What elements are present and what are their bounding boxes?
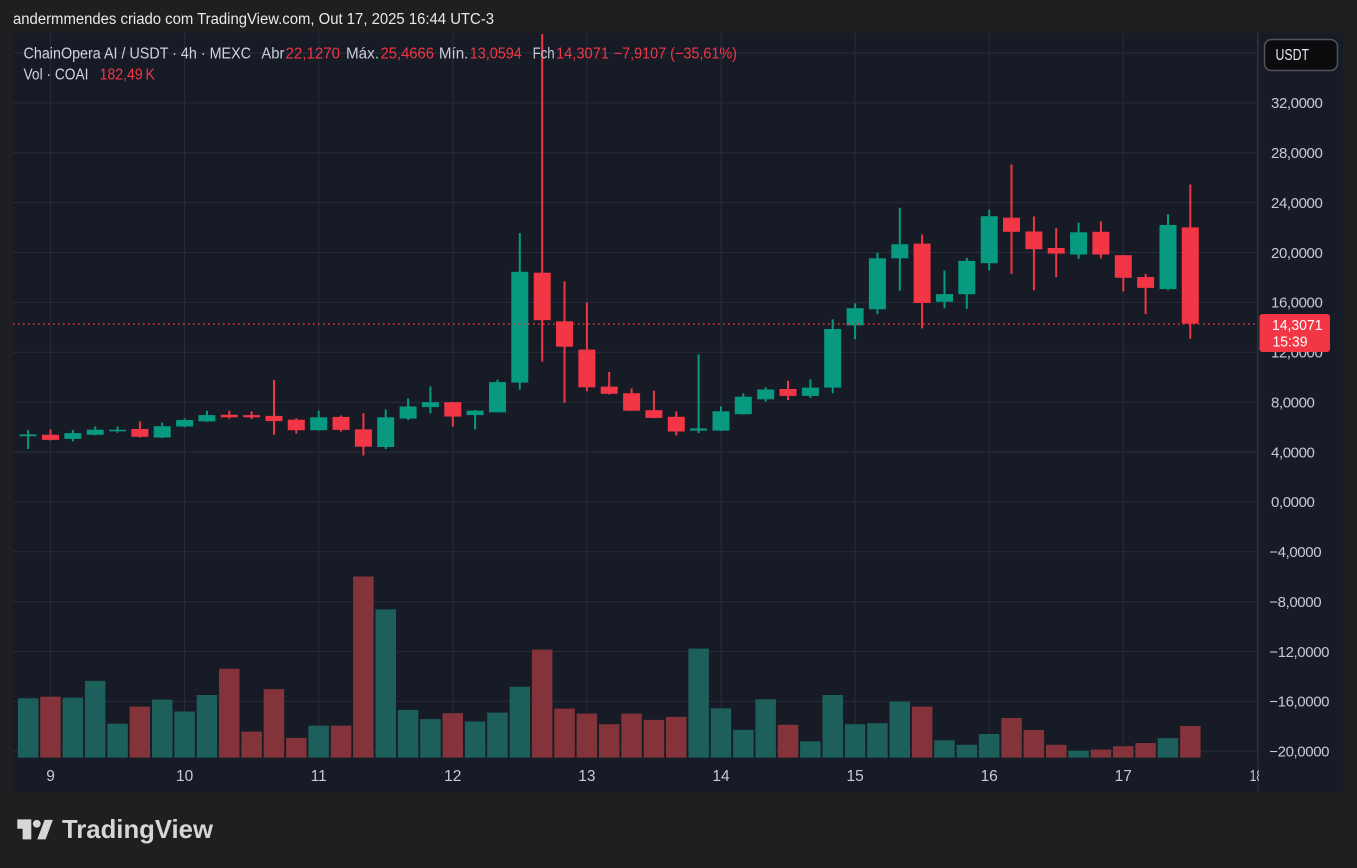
svg-text:12: 12 xyxy=(444,768,461,785)
svg-text:17: 17 xyxy=(1115,768,1132,785)
svg-text:−20,0000: −20,0000 xyxy=(1269,744,1329,761)
svg-text:−7,9107 (−35,61%): −7,9107 (−35,61%) xyxy=(614,46,737,63)
svg-text:32,0000: 32,0000 xyxy=(1271,95,1322,112)
svg-text:11: 11 xyxy=(311,768,327,785)
svg-text:−16,0000: −16,0000 xyxy=(1269,694,1329,711)
svg-text:−12,0000: −12,0000 xyxy=(1269,644,1329,661)
svg-text:13: 13 xyxy=(578,768,595,785)
svg-text:10: 10 xyxy=(176,768,194,785)
svg-text:Fch: Fch xyxy=(533,46,555,63)
svg-text:9: 9 xyxy=(46,768,55,785)
svg-text:ChainOpera AI / USDT · 4h · ME: ChainOpera AI / USDT · 4h · MEXC xyxy=(24,46,252,63)
svg-text:andermmendes criado com Tradin: andermmendes criado com TradingView.com,… xyxy=(13,11,494,28)
svg-text:Mín.: Mín. xyxy=(439,46,469,63)
svg-text:20,0000: 20,0000 xyxy=(1271,245,1322,262)
svg-text:−8,0000: −8,0000 xyxy=(1269,594,1321,611)
svg-text:USDT: USDT xyxy=(1276,47,1310,64)
svg-text:182,49 K: 182,49 K xyxy=(100,67,156,84)
svg-text:16,0000: 16,0000 xyxy=(1271,295,1322,312)
svg-text:0,0000: 0,0000 xyxy=(1271,494,1315,511)
svg-text:15:39: 15:39 xyxy=(1273,335,1308,351)
svg-text:8,0000: 8,0000 xyxy=(1271,395,1315,412)
svg-text:14: 14 xyxy=(712,768,730,785)
svg-text:14,3071: 14,3071 xyxy=(1272,318,1323,334)
svg-text:16: 16 xyxy=(981,768,998,785)
svg-text:4,0000: 4,0000 xyxy=(1271,444,1315,461)
svg-text:22,1270: 22,1270 xyxy=(286,46,341,63)
svg-text:14,3071: 14,3071 xyxy=(556,46,609,63)
svg-text:24,0000: 24,0000 xyxy=(1271,195,1322,212)
svg-text:TradingView: TradingView xyxy=(62,814,214,844)
svg-text:13,0594: 13,0594 xyxy=(470,46,522,63)
svg-text:25,4666: 25,4666 xyxy=(381,46,435,63)
svg-text:28,0000: 28,0000 xyxy=(1271,145,1322,162)
svg-text:−4,0000: −4,0000 xyxy=(1269,544,1321,561)
svg-text:Vol · COAI: Vol · COAI xyxy=(24,67,89,84)
svg-text:15: 15 xyxy=(846,768,863,785)
svg-text:Máx.: Máx. xyxy=(346,46,379,63)
svg-text:Abr: Abr xyxy=(261,46,284,63)
svg-text:18: 18 xyxy=(1250,768,1264,785)
